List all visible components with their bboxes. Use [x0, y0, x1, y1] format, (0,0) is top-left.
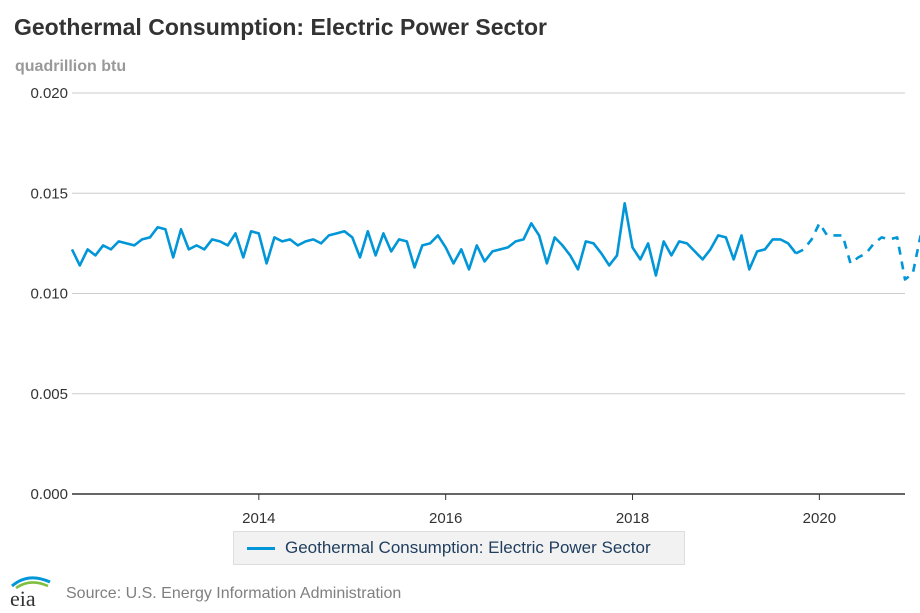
- eia-logo-icon[interactable]: eia: [6, 574, 54, 610]
- y-tick-label: 0.020: [30, 85, 68, 102]
- y-tick-label: 0.015: [30, 185, 68, 202]
- grid-lines: [72, 92, 905, 495]
- source-text: Source: U.S. Energy Information Administ…: [66, 585, 402, 602]
- unit-label: quadrillion btu: [15, 58, 127, 75]
- eia-logo-text: eia: [10, 586, 36, 610]
- legend-label: Geothermal Consumption: Electric Power S…: [285, 538, 651, 557]
- x-axis-ticks: 2014 2016 2018 2020: [242, 494, 836, 527]
- y-tick-label: 0.000: [30, 486, 68, 503]
- y-tick-label: 0.010: [30, 286, 68, 303]
- x-tick-label: 2016: [429, 510, 462, 527]
- x-tick-label: 2020: [803, 510, 836, 527]
- y-tick-label: 0.005: [30, 386, 68, 403]
- legend-swatch: [247, 546, 275, 550]
- x-tick-label: 2014: [242, 510, 275, 527]
- series-line-projected: [795, 222, 920, 281]
- series-line-actual: [70, 202, 798, 277]
- x-tick-label: 2018: [616, 510, 649, 527]
- footer: eia Source: U.S. Energy Information Admi…: [0, 572, 920, 612]
- series-layer: [70, 202, 920, 281]
- legend[interactable]: Geothermal Consumption: Electric Power S…: [233, 531, 685, 565]
- chart-title: Geothermal Consumption: Electric Power S…: [14, 14, 547, 40]
- y-axis-ticks: 0.000 0.005 0.010 0.015 0.020: [30, 85, 68, 503]
